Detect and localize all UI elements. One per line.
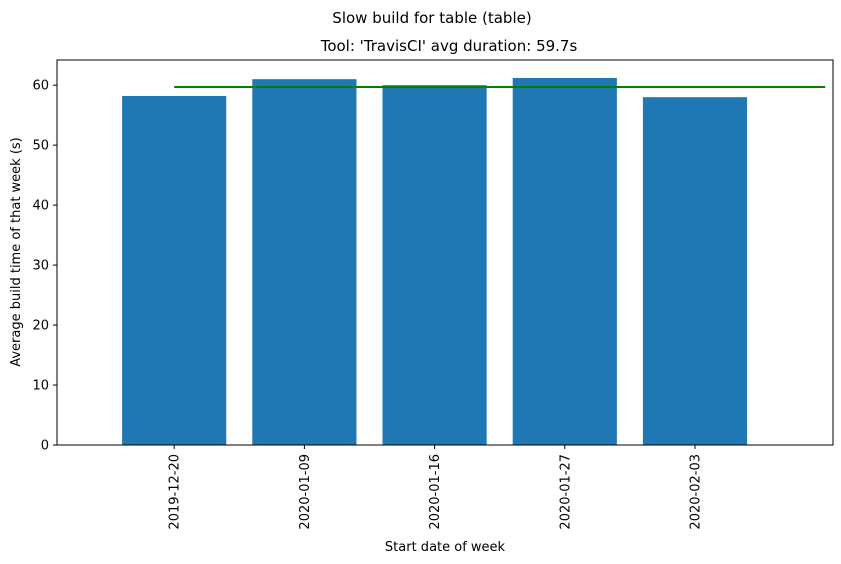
y-tick-label-10: 10 [32,379,49,394]
y-tick-label-0: 0 [41,439,49,454]
y-tick-label-20: 20 [32,319,49,334]
x-tick-label-2020-01-09: 2020-01-09 [298,454,313,530]
chart-suptitle: Slow build for table (table) [332,9,531,27]
bar-2020-02-03 [642,97,748,445]
y-tick-label-30: 30 [32,259,49,274]
x-tick-label-2020-01-16: 2020-01-16 [428,454,443,530]
y-axis: 0 10 20 30 40 50 60 [32,79,57,454]
y-axis-label: Average build time of that week (s) [9,137,24,367]
y-tick-label-40: 40 [32,199,49,214]
chart-title: Tool: 'TravisCI' avg duration: 59.7s [320,37,578,55]
x-tick-label-2020-02-03: 2020-02-03 [688,454,703,530]
bar-2020-01-09 [252,79,357,445]
bars-group [122,77,748,445]
y-tick-label-50: 50 [32,139,49,154]
x-tick-label-2019-12-20: 2019-12-20 [168,454,183,530]
x-axis: 2019-12-20 2020-01-09 2020-01-16 2020-01-27… [168,445,703,530]
x-axis-label: Start date of week [385,540,506,555]
bar-2019-12-20 [122,95,227,445]
x-tick-label-2020-01-27: 2020-01-27 [558,454,573,530]
bar-2020-01-16 [382,85,487,445]
y-tick-label-60: 60 [32,79,49,94]
bar-2020-01-27 [512,77,617,445]
plot-frame [56,59,834,446]
